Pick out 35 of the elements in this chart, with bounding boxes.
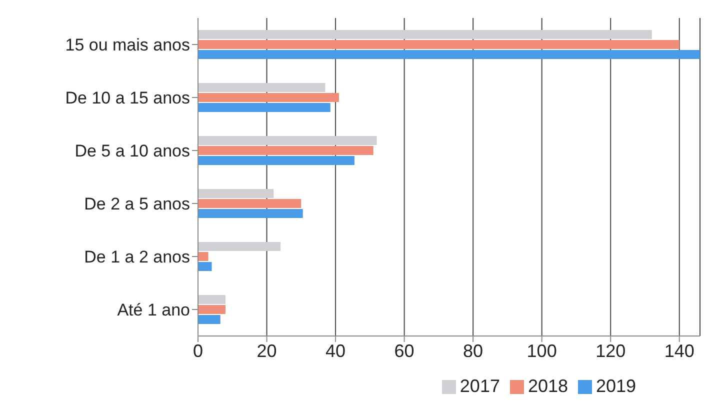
bar xyxy=(198,189,274,198)
x-tick-label: 20 xyxy=(256,340,277,361)
x-tick-label: 140 xyxy=(664,340,694,361)
y-tick-label: De 5 a 10 anos xyxy=(74,142,190,161)
y-tick-label: De 10 a 15 anos xyxy=(65,88,190,108)
x-tick-label: 0 xyxy=(192,340,204,361)
bar xyxy=(198,93,339,102)
legend-label: 2019 xyxy=(596,376,636,396)
bar xyxy=(198,40,680,49)
bar xyxy=(198,30,652,39)
bar xyxy=(198,146,374,155)
bar xyxy=(198,83,326,92)
bar xyxy=(198,252,208,261)
y-tick-label: De 2 a 5 anos xyxy=(84,194,190,214)
bar xyxy=(198,305,226,314)
y-tick-label: 15 ou mais anos xyxy=(65,36,190,55)
x-tick-label: 60 xyxy=(394,340,414,361)
x-tick-label: 80 xyxy=(463,340,484,361)
bar xyxy=(198,199,302,208)
bar xyxy=(198,136,377,145)
x-tick-label: 120 xyxy=(596,340,626,361)
bar xyxy=(198,315,220,324)
bar xyxy=(198,242,281,251)
legend-label: 2018 xyxy=(528,376,568,396)
bar xyxy=(198,295,226,304)
y-tick-label: De 1 a 2 anos xyxy=(84,248,190,267)
x-tick-label: 100 xyxy=(526,340,557,361)
y-tick-label: Até 1 ano xyxy=(117,300,190,320)
bar xyxy=(198,156,354,165)
bar xyxy=(198,50,700,59)
legend-label: 2017 xyxy=(460,376,500,396)
bar xyxy=(198,262,212,271)
bar xyxy=(198,209,303,218)
x-tick-label: 40 xyxy=(326,340,346,361)
bar xyxy=(198,103,330,112)
